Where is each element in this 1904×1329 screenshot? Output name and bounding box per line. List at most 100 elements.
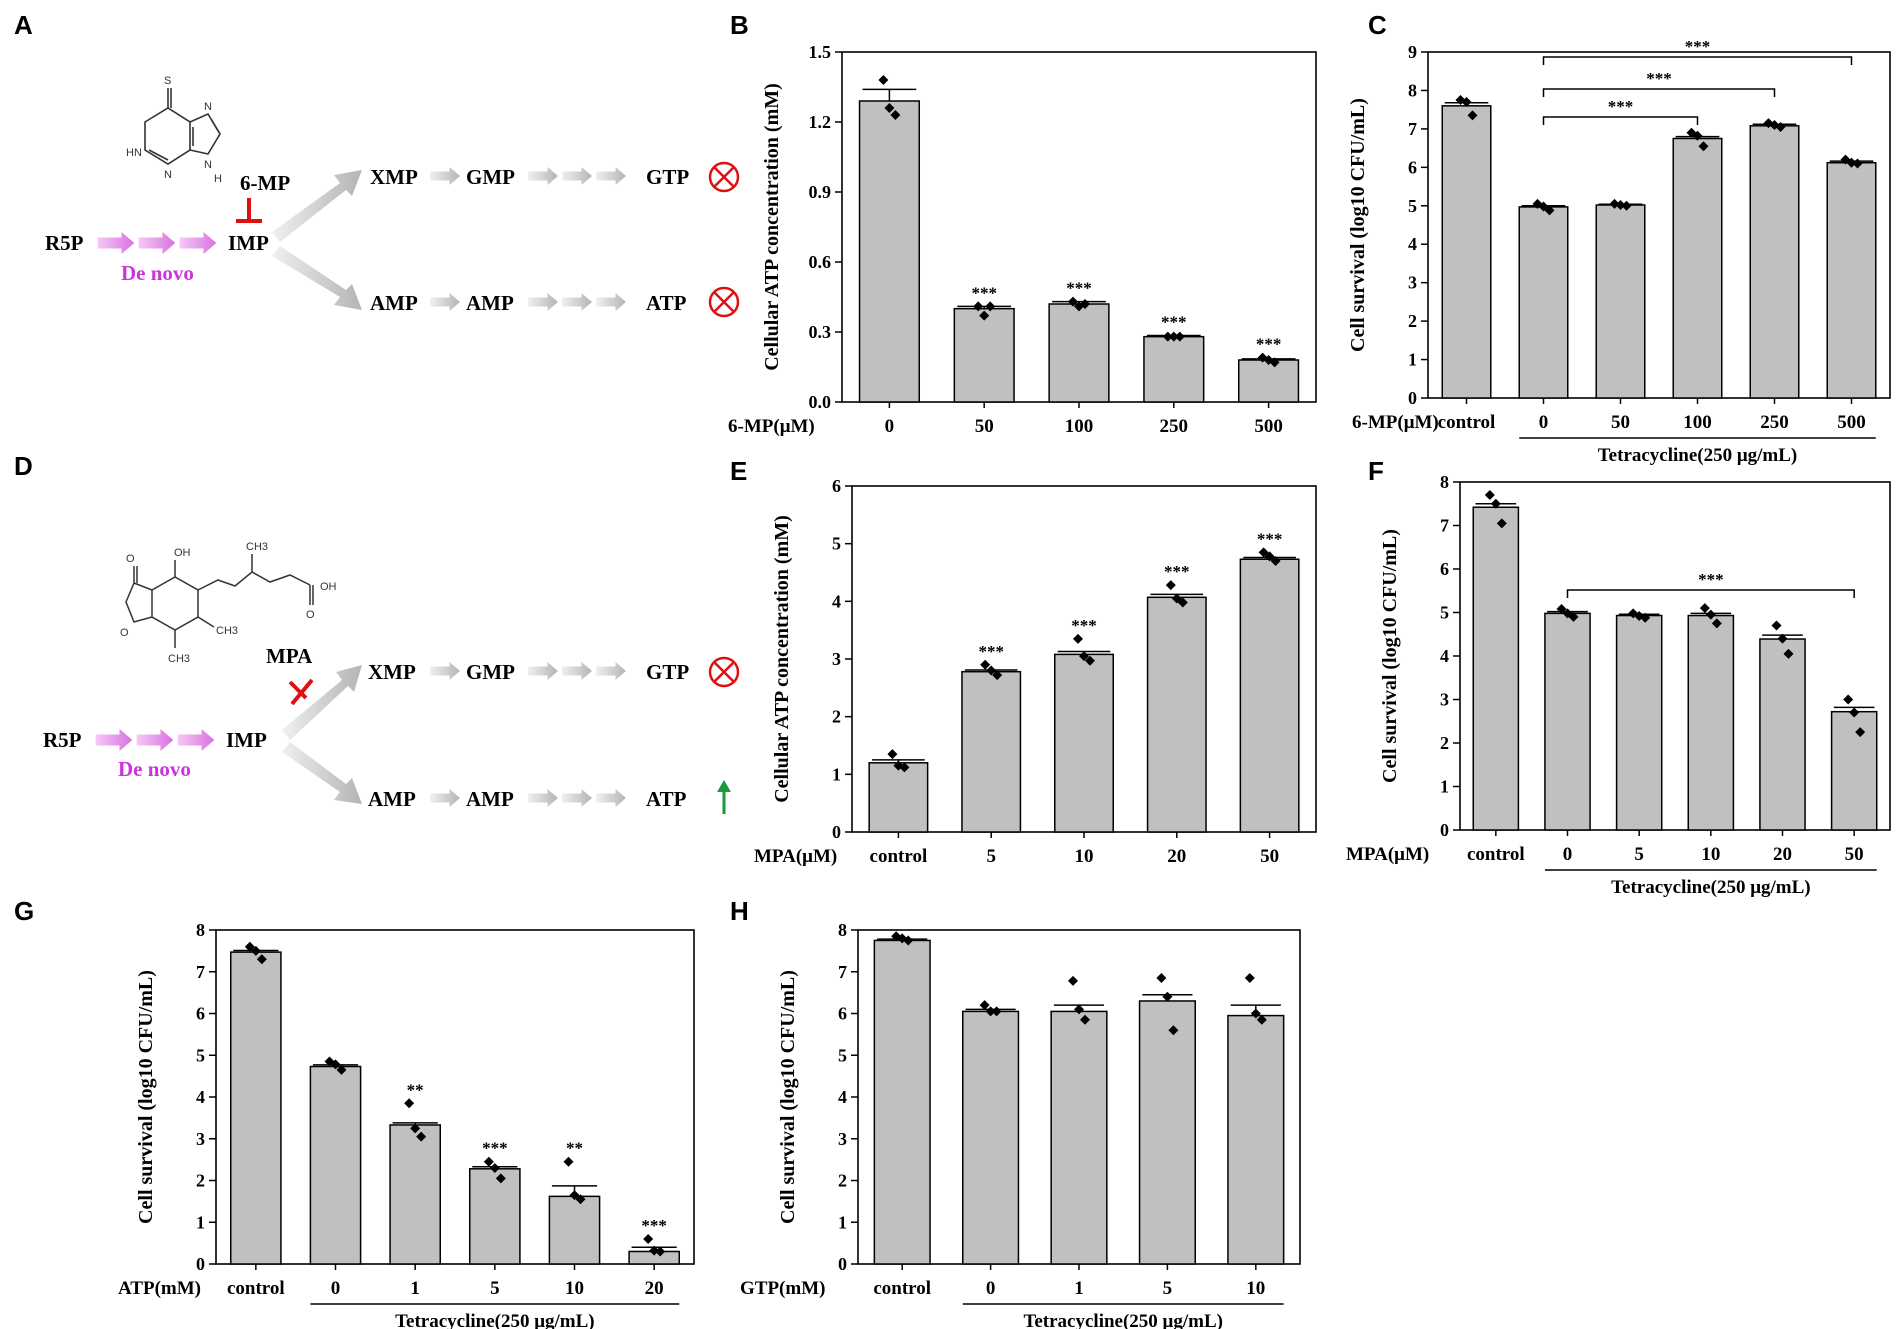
bar	[1672, 137, 1723, 399]
data-point	[991, 1006, 1002, 1017]
chart-e: 0 1 2 3 4 5 6 Cellular ATP concentration (mM) co…	[754, 476, 1317, 867]
six-mp-atom-hn: HN	[126, 147, 142, 159]
x-category-label: 0	[331, 1278, 341, 1299]
x-category-label: 50	[1611, 412, 1630, 433]
data-point	[1264, 551, 1275, 562]
y-tick-label: 0	[196, 1254, 205, 1274]
plot-frame	[1427, 51, 1891, 399]
x-category-label: 250	[1160, 416, 1189, 437]
blocked-gtp-d-icon	[708, 656, 740, 688]
metabolite-amp-d2: AMP	[466, 787, 514, 811]
metabolite-xmp: XMP	[370, 165, 418, 189]
chart-g: 0 1 2 3 4 5 6 7 8 Cell survival (log10 CFU/mL) con…	[118, 920, 695, 1329]
significance-label: ***	[641, 1216, 667, 1235]
significance-label: ***	[1071, 616, 1097, 635]
six-mp-atom-n2: N	[204, 101, 212, 113]
y-tick-label: 6	[838, 1004, 847, 1024]
y-tick-label: 2	[196, 1171, 205, 1191]
data-point	[1496, 518, 1507, 529]
bar	[1759, 638, 1806, 831]
data-point	[1073, 633, 1083, 644]
panel-label-f: F	[1368, 456, 1384, 486]
metabolite-gtp-d: GTP	[646, 660, 689, 684]
six-mp-atom-h: H	[214, 173, 222, 185]
data-point	[330, 1059, 341, 1070]
data-point	[1171, 593, 1182, 604]
y-tick-label: 5	[838, 1045, 847, 1065]
x-category-label: 1	[410, 1278, 420, 1299]
data-point	[1174, 331, 1185, 342]
mpa-atom-o2: O	[306, 609, 315, 621]
metabolite-amp-2: AMP	[466, 291, 514, 315]
six-mp-atom-s: S	[164, 75, 171, 87]
data-point	[878, 75, 889, 85]
comparison-bracket	[1542, 116, 1699, 125]
x-category-label: 100	[1683, 412, 1712, 433]
comparison-bracket	[1542, 88, 1776, 97]
significance-label: **	[407, 1080, 424, 1099]
data-point	[563, 1156, 574, 1167]
bar	[1441, 105, 1492, 399]
bar	[961, 670, 1022, 833]
y-tick-label: 3	[1408, 273, 1417, 293]
bracket-significance-label: ***	[1685, 37, 1711, 56]
metabolite-imp-d: IMP	[226, 728, 267, 752]
significance-label: ***	[1161, 313, 1187, 332]
metabolite-r5p: R5P	[45, 231, 84, 255]
denovo-arrows-icon	[97, 232, 217, 254]
y-tick-label: 0	[832, 822, 841, 842]
bar	[1048, 303, 1110, 403]
significance-label: ***	[1257, 529, 1283, 548]
metabolite-gmp: GMP	[466, 165, 515, 189]
gray-arrows-d-icon	[430, 662, 626, 807]
y-tick-label: 9	[1408, 42, 1417, 62]
pathway-diagram-a: S HN N N N H 6-MP R5P De novo IMP XMP GM…	[45, 75, 740, 318]
blocked-gtp-icon	[708, 161, 740, 193]
x-category-label: 0	[1539, 412, 1549, 433]
y-tick-label: 4	[838, 1087, 847, 1107]
data-point	[986, 665, 997, 676]
data-point	[1692, 130, 1703, 141]
data-point	[1244, 973, 1255, 984]
x-category-label: 100	[1065, 416, 1094, 437]
data-point	[899, 762, 910, 773]
y-tick-label: 1	[832, 764, 841, 784]
data-point	[1568, 611, 1579, 622]
inhibitor-label-6mp: 6-MP	[240, 171, 290, 195]
data-point	[884, 103, 895, 113]
data-point	[973, 301, 984, 312]
x-category-label: control	[227, 1278, 285, 1299]
comparison-bracket	[1542, 56, 1853, 65]
six-mp-atom-n1: N	[164, 169, 172, 181]
data-point	[1843, 694, 1854, 705]
y-tick-label: 5	[196, 1045, 205, 1065]
bar	[1143, 335, 1205, 403]
significance-label: ***	[978, 642, 1004, 661]
data-point	[416, 1131, 427, 1142]
data-point	[1711, 618, 1722, 629]
x-category-label: 1	[1074, 1278, 1084, 1299]
y-tick-label: 0	[838, 1254, 847, 1274]
metabolite-amp-d1: AMP	[368, 787, 416, 811]
bar	[1138, 1000, 1196, 1265]
significance-label: ***	[1066, 279, 1092, 298]
y-axis-label: Cell survival (log10 CFU/mL)	[1347, 98, 1369, 352]
bar	[1050, 1010, 1108, 1265]
panel-label-e: E	[730, 456, 747, 486]
metabolite-imp: IMP	[228, 231, 269, 255]
data-point	[1256, 1014, 1267, 1025]
denovo-label: De novo	[121, 261, 194, 285]
x-category-label: 10	[1075, 846, 1094, 867]
x-category-label: 0	[1563, 844, 1573, 865]
x-category-label: 0	[986, 1278, 996, 1299]
y-tick-label: 3	[838, 1129, 847, 1149]
metabolite-gtp: GTP	[646, 165, 689, 189]
bracket-significance-label: ***	[1698, 570, 1724, 589]
bar	[1615, 614, 1663, 831]
y-tick-label: 7	[196, 962, 205, 982]
bar	[309, 1065, 362, 1265]
group-label: Tetracycline(250 μg/mL)	[395, 1311, 595, 1329]
bracket-significance-label: ***	[1608, 97, 1634, 116]
bar	[1749, 125, 1800, 399]
x-category-label: 10	[565, 1278, 584, 1299]
